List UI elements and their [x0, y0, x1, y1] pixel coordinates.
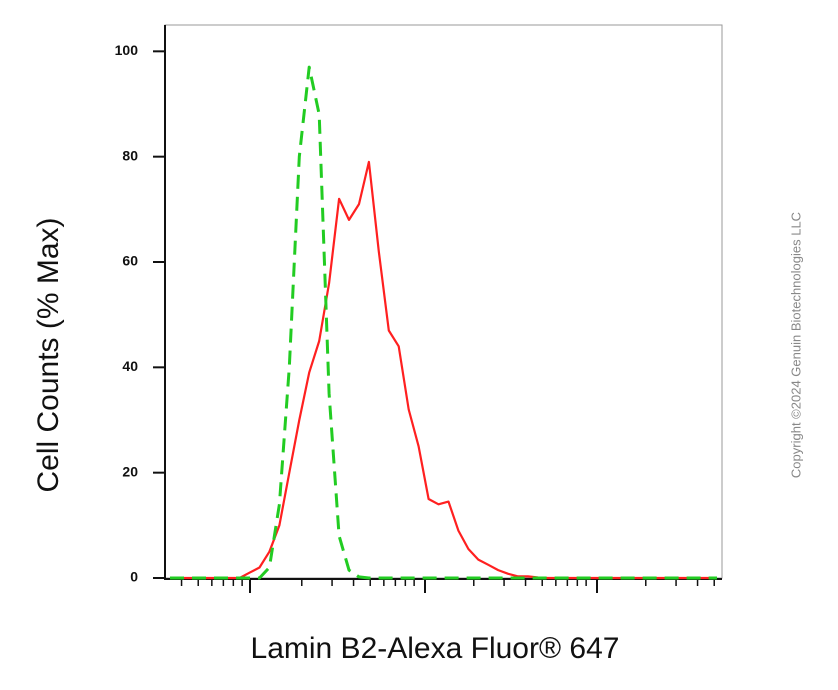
y-tick-label: 0	[130, 569, 138, 585]
y-tick-label: 80	[122, 147, 138, 163]
y-tick-label: 20	[122, 463, 138, 479]
y-tick-label: 60	[122, 253, 138, 269]
y-tick-label: 40	[122, 358, 138, 374]
y-axis-label: Cell Counts (% Max)	[32, 217, 65, 492]
x-axis-label: Lamin B2-Alexa Fluor® 647	[251, 632, 620, 665]
copyright: Copyright ©2024 Genuin Biotechnologies L…	[788, 212, 803, 478]
series-line	[170, 65, 717, 580]
plot-frame	[164, 24, 723, 579]
series-line	[170, 160, 717, 580]
y-tick-label: 100	[115, 42, 139, 58]
